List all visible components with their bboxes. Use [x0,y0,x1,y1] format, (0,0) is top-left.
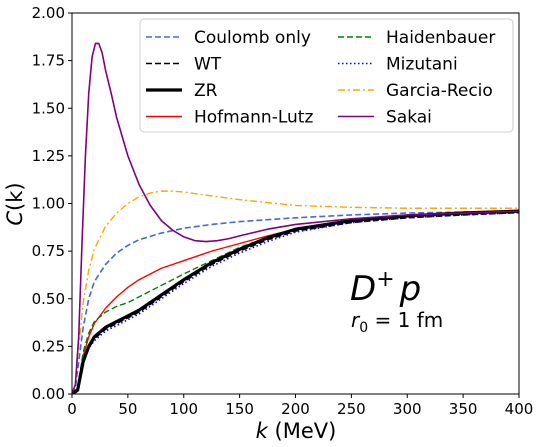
annotation-system-main: D [350,269,376,309]
x-tick-label: 0 [67,400,77,418]
y-axis-label: C(k) [3,182,27,225]
annotation-radius-sub: 0 [359,320,368,336]
y-tick-label: 0.75 [32,242,65,260]
legend-label-wt: WT [194,55,222,75]
x-tick-label: 350 [449,400,478,418]
legend-label-zr: ZR [194,81,218,101]
series-line-zr [72,209,519,394]
annotation-radius-rest: = 1 fm [368,308,443,332]
x-axis-label-unit: (MeV) [275,419,337,443]
x-tick-label: 300 [393,400,422,418]
annotation-system: D+ p [350,267,421,309]
legend-label-coulomb-only: Coulomb only [194,28,311,48]
x-tick-label: 50 [118,400,137,418]
y-tick-label: 1.25 [32,147,65,165]
y-tick-label: 0.25 [32,337,65,355]
y-tick-label: 1.00 [32,195,65,213]
annotation-radius-var: r [351,308,361,332]
x-tick-label: 400 [505,400,534,418]
series-line-haidenbauer [72,211,519,394]
x-tick-label: 200 [281,400,310,418]
x-tick-label: 250 [337,400,366,418]
y-tick-label: 0.00 [32,385,65,403]
annotation-system-tail: p [399,269,422,309]
legend-label-garcia-recio: Garcia-Recio [386,81,493,101]
annotation-radius: r0 = 1 fm [351,308,443,336]
x-tick-label: 100 [169,400,198,418]
legend-label-haidenbauer: Haidenbauer [386,28,495,48]
legend-box [139,18,514,133]
series-line-mizutani [72,211,519,394]
series-line-coulomb-only [72,210,519,394]
legend-label-hofmann-lutz: Hofmann-Lutz [194,108,313,128]
legend-label-mizutani: Mizutani [386,55,458,75]
y-axis-ticks: 0.00 0.25 0.50 0.75 1.00 1.25 1.50 1.75 2.00 [32,4,72,403]
series-line-wt [72,211,519,394]
series-line-garcia-recio [72,190,519,394]
y-tick-label: 1.50 [32,99,65,117]
series-line-sakai [72,42,519,394]
x-tick-label: 150 [225,400,254,418]
x-axis-ticks: 0 50 100 150 200 250 300 350 400 [67,394,533,418]
y-tick-label: 2.00 [32,4,65,22]
series-layer [72,42,519,394]
legend: Coulomb only WT ZR Hofmann-Lutz Haidenbauer M… [139,18,514,133]
annotation-system-sup: + [376,267,394,292]
series-line-hofmann-lutz [72,210,519,394]
x-axis-label-var: k [256,419,269,443]
y-tick-label: 1.75 [32,52,65,70]
legend-label-sakai: Sakai [386,108,432,128]
y-axis-label-var: C [3,211,27,226]
y-tick-label: 0.50 [32,290,65,308]
y-axis-label-arg: (k) [3,182,27,211]
x-axis-label: k (MeV) [256,419,337,443]
